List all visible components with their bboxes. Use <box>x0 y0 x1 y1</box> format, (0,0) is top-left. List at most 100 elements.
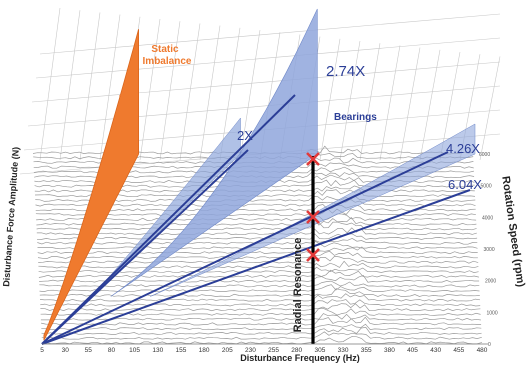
harmonic-label-2-74x: 2.74X <box>326 63 365 80</box>
spectrum-trace <box>41 335 483 345</box>
spectrum-trace <box>39 293 481 302</box>
x-tick-label: 155 <box>175 347 186 354</box>
harmonic-label-1x: 1X <box>118 91 134 106</box>
x-tick-label: 480 <box>477 347 488 354</box>
back-grid-line <box>479 56 501 161</box>
harmonic-line-4-26x <box>41 151 449 345</box>
bearings-label: Bearings <box>334 112 377 123</box>
back-grid-line <box>99 14 121 161</box>
back-grid-line <box>79 12 101 161</box>
spectrum-trace <box>39 288 480 297</box>
spectrum-trace <box>41 323 482 331</box>
y-axis-label: Disturbance Force Amplitude (N) <box>1 147 21 288</box>
spectrum-trace <box>40 313 481 321</box>
static-imbalance-label-line2: Imbalance <box>143 56 192 67</box>
x-tick-label: 55 <box>85 347 93 354</box>
x-tick-label: 355 <box>361 347 372 354</box>
spectrum-trace <box>36 227 477 236</box>
x-tick-label: 280 <box>291 347 302 354</box>
bearing-surface-2x <box>91 117 241 297</box>
resonance-marker <box>306 152 320 166</box>
spectrum-trace <box>40 299 481 307</box>
static-imbalance-label-line1: Static <box>151 44 179 55</box>
back-grid-line <box>39 7 61 161</box>
back-grid-line <box>219 27 241 161</box>
z-tick-label: 4000 <box>482 215 493 221</box>
x-tick-label: 230 <box>245 347 256 354</box>
x-tick-label: 180 <box>199 347 210 354</box>
harmonic-line-2-74x <box>41 94 296 345</box>
back-grid-line <box>39 13 501 55</box>
back-grid-line <box>319 38 341 161</box>
back-grid-line <box>31 61 501 103</box>
x-tick-label: 5 <box>40 347 44 354</box>
harmonic-label-6-04x: 6.04X <box>448 177 482 192</box>
x-tick-label: 455 <box>453 347 464 354</box>
z-tick-label: 0 <box>488 342 491 348</box>
x-axis-label: Disturbance Frequency (Hz) <box>240 353 360 363</box>
spectrum-trace <box>41 326 482 335</box>
back-grid-line <box>27 85 501 127</box>
x-tick-label: 105 <box>129 347 140 354</box>
harmonic-lines <box>41 94 471 345</box>
radial-resonance-group <box>306 152 320 344</box>
back-grid-line <box>59 10 81 161</box>
back-grid-line <box>179 23 201 161</box>
back-grid-line <box>359 43 381 161</box>
bearing-surface-2-74x <box>110 8 318 297</box>
back-grid-line <box>35 37 501 79</box>
z-tick-label: 1000 <box>487 310 498 316</box>
back-grid-line <box>339 40 361 161</box>
back-grid-line <box>159 21 181 161</box>
z-axis-label: Rotation Speed (rpm) <box>499 175 526 288</box>
spectrum-trace <box>36 213 477 221</box>
z-tick-label: 6000 <box>479 152 490 158</box>
resonance-marker <box>306 210 320 224</box>
spectrum-trace <box>38 269 479 278</box>
spectrum-trace <box>36 216 477 226</box>
spectrum-trace <box>39 284 480 293</box>
x-tick-label: 30 <box>62 347 70 354</box>
spectrum-trace <box>41 331 482 340</box>
spectrum-trace <box>36 221 477 231</box>
x-tick-label: 380 <box>384 347 395 354</box>
x-tick-label: 255 <box>268 347 279 354</box>
x-tick-label: 130 <box>152 347 163 354</box>
x-tick-label: 405 <box>407 347 418 354</box>
x-tick-label: 430 <box>430 347 441 354</box>
back-grid-line <box>379 45 401 161</box>
z-tick-label: 3000 <box>484 247 495 253</box>
back-grid-line <box>419 49 441 161</box>
x-axis: 5 30 55 80 105 130 155 180 205 230 255 280 305 330 355… <box>40 343 488 354</box>
harmonic-label-4-26x: 4.26X <box>446 141 480 156</box>
back-grid-line <box>139 18 161 161</box>
radial-resonance-label: Radial Resonance <box>292 238 304 333</box>
harmonic-line-2x <box>41 149 249 345</box>
x-tick-label: 305 <box>314 347 325 354</box>
harmonic-line-6-04x <box>41 189 471 345</box>
harmonic-label-2x: 2X <box>237 128 253 143</box>
spectrum-trace <box>38 255 479 264</box>
z-tick-label: 2000 <box>485 279 496 285</box>
imbalance-surface <box>43 29 140 341</box>
x-tick-label: 330 <box>338 347 349 354</box>
x-tick-label: 205 <box>222 347 233 354</box>
spectrum-trace <box>37 250 478 259</box>
z-tick-label: 5000 <box>481 184 492 190</box>
back-grid-line <box>239 29 261 161</box>
spectrum-trace <box>38 266 479 274</box>
spectrum-trace <box>41 316 482 326</box>
static-imbalance-surface <box>43 29 140 341</box>
back-grid-line <box>399 47 421 161</box>
x-tick-label: 80 <box>108 347 116 354</box>
spectrum-trace <box>39 280 480 288</box>
resonance-marker <box>306 248 320 262</box>
spectrum-trace <box>40 307 481 316</box>
back-grid-line <box>199 25 221 161</box>
spectrum-trace <box>39 274 480 283</box>
spectrum-trace <box>37 246 478 255</box>
z-axis: 6000 5000 4000 3000 2000 1000 0 <box>479 152 498 348</box>
spectrum-trace <box>40 303 481 312</box>
